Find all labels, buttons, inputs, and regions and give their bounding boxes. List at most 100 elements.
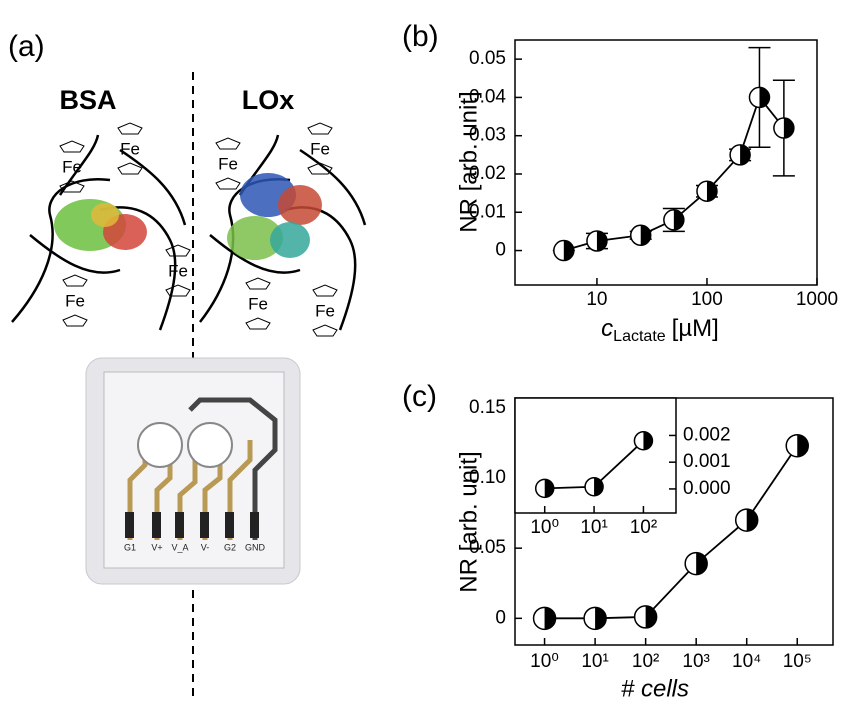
x-tick-label: 100 [691, 289, 723, 310]
marker [684, 551, 708, 576]
marker [773, 117, 795, 139]
marker-half [645, 605, 657, 628]
y-tick-label: 0.02 [469, 163, 506, 184]
y-tick-label: 0.05 [469, 48, 506, 69]
x-axis-label: # cells [621, 675, 689, 702]
lox-title: LOx [242, 85, 295, 115]
marker-half [759, 87, 770, 108]
marker-half [706, 181, 717, 202]
y-tick-label: 0.05 [469, 537, 506, 558]
fe-label: Fe [310, 139, 330, 158]
marker [534, 478, 555, 499]
ferrocene-ring [165, 284, 191, 297]
x-tick-label: 10³ [682, 651, 709, 672]
ferrocene-ring [307, 162, 333, 175]
x-tick-label: 10² [632, 651, 659, 672]
y-tick-label: 0.01 [469, 201, 506, 222]
x-label-unit: [µM] [672, 315, 719, 342]
ferrocene-ring [307, 122, 333, 135]
panel-label: (b) [402, 20, 439, 53]
marker-half [594, 477, 604, 496]
chart: 10⁰ 10¹ 10² 0.000 0.001 0.002 [514, 397, 731, 538]
marker-half [740, 144, 751, 165]
y-tick-label: 0.10 [469, 467, 506, 488]
x-tick-label: 10⁰ [530, 651, 559, 672]
marker [633, 605, 658, 629]
x-label-subscript: Lactate [613, 328, 666, 345]
fe-label: Fe [218, 154, 238, 173]
pin-label: V- [201, 542, 210, 552]
marker [696, 180, 718, 202]
y-tick-label: 0.04 [469, 86, 506, 107]
marker-half [797, 434, 809, 457]
ferrocene-ring [215, 137, 241, 150]
pin-label: V+ [151, 542, 162, 552]
fe-label: Fe [315, 301, 335, 320]
marker-half [640, 225, 651, 246]
marker-half [563, 240, 574, 261]
fe-label: Fe [65, 291, 85, 310]
fe-label: Fe [168, 261, 188, 280]
x-tick-label: 10² [630, 517, 657, 538]
marker-half [673, 209, 684, 230]
marker [586, 230, 608, 252]
marker-half [746, 509, 758, 532]
ferrocene-ring [215, 177, 241, 190]
y-tick-label: 0 [495, 607, 506, 628]
y-tick-label: 0.001 [683, 451, 731, 472]
fe-label: Fe [120, 139, 140, 158]
ferrocene-ring [59, 140, 85, 153]
ferrocene-ring [117, 122, 143, 135]
marker-half [696, 552, 708, 575]
bsa-title: BSA [59, 85, 116, 115]
marker [729, 144, 751, 166]
x-tick-label: 10¹ [581, 651, 608, 672]
x-tick-label: 10⁵ [783, 651, 812, 672]
y-tick-label: 0 [495, 240, 506, 261]
marker-half [643, 431, 653, 450]
marker [663, 209, 685, 231]
marker [553, 239, 575, 262]
ferrocene-ring [165, 244, 191, 257]
marker [785, 433, 809, 458]
y-axis-label: NR [arb. unit] [455, 451, 482, 592]
y-axis-label: NR [arb. unit] [455, 91, 482, 232]
chip [85, 357, 301, 585]
ferrocene-ring [312, 284, 338, 297]
ferrocene-ring [62, 274, 88, 287]
pin-label: G2 [224, 542, 236, 552]
x-tick-label: 10⁴ [732, 651, 761, 672]
fe-label: Fe [248, 294, 268, 313]
marker [734, 508, 759, 532]
marker [532, 606, 557, 631]
x-axis-label: cLactate [µM] [601, 315, 719, 345]
y-tick-label: 0.15 [469, 397, 506, 418]
ferrocene-ring [117, 162, 143, 175]
ferrocene-ring [245, 317, 271, 330]
pin-label: V_A [171, 542, 188, 552]
marker-half [595, 607, 607, 630]
ferrocene-ring [245, 277, 271, 290]
x-label-symbol: c [601, 315, 613, 342]
marker [583, 606, 607, 631]
ferrocene-ring [312, 324, 338, 337]
chart: 10 100 1000 0 0.01 0.02 0.03 0.04 0.05 [469, 39, 838, 310]
marker [633, 431, 654, 451]
y-tick-label: 0.000 [683, 478, 731, 499]
marker [584, 477, 604, 497]
protein [54, 173, 322, 260]
panel-label: (c) [402, 380, 437, 413]
y-tick-label: 0.002 [683, 424, 731, 445]
fe-label: Fe [62, 157, 82, 176]
marker-half [544, 607, 556, 630]
y-tick-label: 0.03 [469, 125, 506, 146]
panel-label: (a) [8, 30, 45, 63]
marker-half [596, 230, 607, 251]
pin-label: G1 [124, 542, 136, 552]
x-tick-label: 1000 [796, 289, 838, 310]
illustration: (a) BSA LOx [8, 30, 367, 700]
x-tick-label: 10⁰ [530, 517, 559, 538]
x-tick-label: 10 [586, 289, 607, 310]
pin-label: GND [245, 542, 266, 552]
